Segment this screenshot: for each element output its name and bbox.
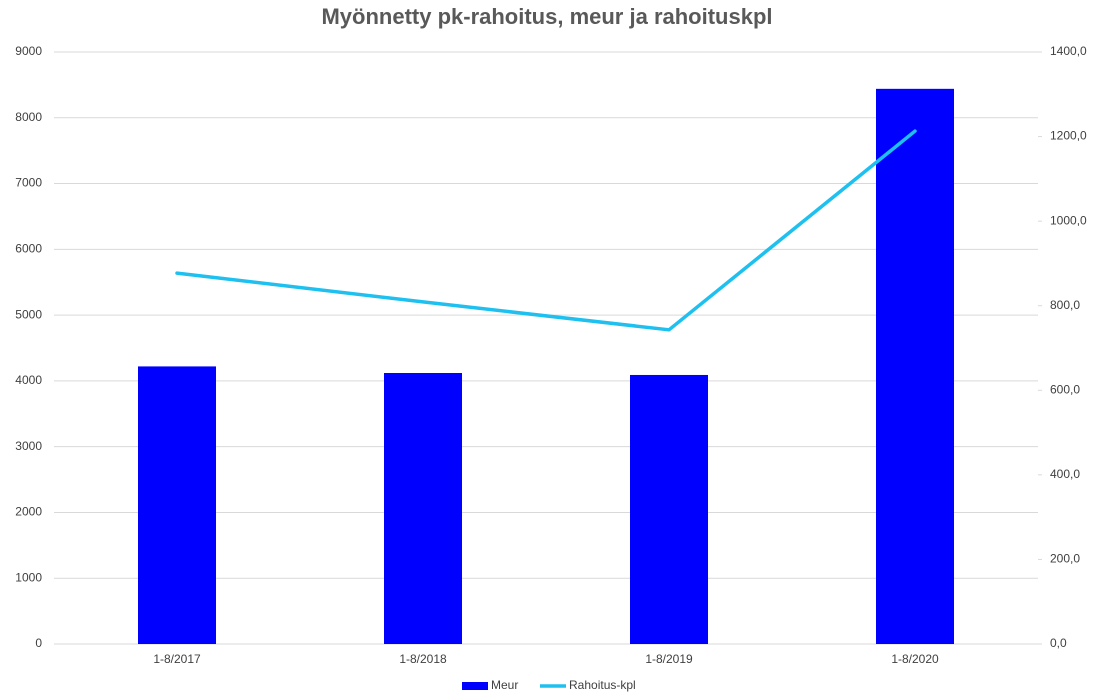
- y-tick-label: 8000: [15, 110, 42, 124]
- line: [175, 129, 917, 332]
- y-tick-label: 5000: [15, 307, 42, 321]
- y-tick-label: 9000: [15, 44, 42, 58]
- y2-tick-label: 200,0: [1050, 552, 1080, 566]
- legend-swatch: [462, 682, 488, 690]
- y-tick-label: 2000: [15, 505, 42, 519]
- y2-tick-label: 1200,0: [1050, 129, 1087, 143]
- y2-tick-label: 600,0: [1050, 382, 1080, 396]
- y-tick-label: 4000: [15, 373, 42, 387]
- x-tick-label: 1-8/2020: [891, 652, 939, 666]
- legend-label: Meur: [491, 678, 518, 692]
- y-tick-label: 1000: [15, 570, 42, 584]
- bar: [384, 372, 462, 644]
- x-tick-label: 1-8/2018: [399, 652, 447, 666]
- x-tick-label: 1-8/2019: [645, 652, 693, 666]
- y2-tick-label: 0,0: [1050, 636, 1067, 650]
- y2-tick-label: 1400,0: [1050, 44, 1087, 58]
- bar: [630, 374, 708, 644]
- y2-tick-label: 1000,0: [1050, 213, 1087, 227]
- y-tick-label: 0: [35, 636, 42, 650]
- y-tick-label: 6000: [15, 242, 42, 256]
- y2-tick-label: 400,0: [1050, 467, 1080, 481]
- bar: [138, 366, 216, 644]
- chart-title: Myönnetty pk-rahoitus, meur ja rahoitusk…: [321, 4, 772, 29]
- bar: [876, 88, 954, 644]
- y-tick-label: 3000: [15, 439, 42, 453]
- y2-tick-label: 800,0: [1050, 298, 1080, 312]
- x-tick-label: 1-8/2017: [153, 652, 201, 666]
- legend-label: Rahoitus-kpl: [569, 678, 636, 692]
- y-tick-label: 7000: [15, 176, 42, 190]
